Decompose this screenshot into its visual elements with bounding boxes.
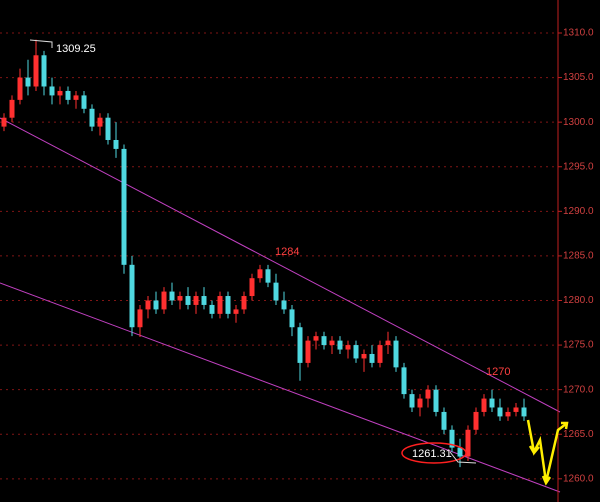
candle-body: [89, 108, 95, 127]
highlight-ellipse: [401, 442, 467, 464]
candle-body: [177, 296, 183, 301]
candle-body: [329, 340, 335, 346]
candle-body: [257, 269, 263, 279]
candle-body: [361, 353, 367, 359]
y-tick-label: 1300.0: [563, 117, 594, 128]
candle-body: [153, 300, 159, 310]
candle-body: [57, 90, 63, 96]
candle-body: [65, 90, 71, 100]
candle-body: [241, 296, 247, 310]
y-tick-label: 1260.0: [563, 473, 594, 484]
candle-body: [337, 340, 343, 350]
candle-body: [313, 336, 319, 341]
candle-body: [97, 117, 103, 127]
candle-body: [401, 367, 407, 395]
candle-body: [249, 278, 255, 297]
candle-body: [225, 296, 231, 314]
candle-body: [481, 398, 487, 412]
candle-body: [353, 345, 359, 359]
candle-body: [129, 264, 135, 328]
candle-body: [449, 429, 455, 448]
candle-body: [1, 117, 7, 127]
candle-body: [137, 309, 143, 328]
candle-body: [345, 345, 351, 350]
annotation-leader: [29, 39, 53, 48]
candle-body: [417, 398, 423, 408]
candle-body: [521, 407, 527, 417]
candles: [1, 39, 527, 468]
candle-body: [297, 327, 303, 363]
candle-body: [185, 296, 191, 305]
candle-body: [233, 309, 239, 314]
candle-body: [321, 336, 327, 346]
candle-body: [121, 148, 127, 265]
candle-body: [81, 95, 87, 109]
annotation: 1309.25: [56, 43, 96, 55]
y-tick-label: 1305.0: [563, 72, 594, 83]
annotation: 1284: [275, 246, 299, 258]
candle-body: [193, 296, 199, 305]
upper-trendline: [0, 117, 561, 413]
candle-body: [377, 345, 383, 363]
candle-body: [441, 411, 447, 430]
y-tick-label: 1290.0: [563, 206, 594, 217]
candle-body: [513, 407, 519, 412]
candle-body: [105, 117, 111, 140]
candle-body: [9, 99, 15, 118]
candle-body: [217, 296, 223, 314]
annotation: 1261.31: [412, 448, 452, 460]
candle-body: [161, 291, 167, 310]
forecast-arrows: [526, 419, 569, 486]
y-tick-label: 1275.0: [563, 340, 594, 351]
y-tick-label: 1270.0: [563, 384, 594, 395]
candle-body: [273, 282, 279, 301]
candle-body: [201, 296, 207, 305]
candle-body: [17, 77, 23, 100]
candle-body: [409, 394, 415, 408]
candle-body: [145, 300, 151, 310]
candle-body: [505, 411, 511, 417]
candle-body: [385, 340, 391, 346]
y-tick-label: 1310.0: [563, 28, 594, 39]
candle-body: [265, 269, 271, 283]
candle-body: [289, 309, 295, 328]
candle-body: [41, 55, 47, 87]
y-tick-label: 1280.0: [563, 295, 594, 306]
candle-body: [169, 291, 175, 301]
lower-trendline: [0, 282, 561, 493]
y-axis-labels: 1260.0 1265.0 1270.0 1275.0 1280.0 1285.0 1290…: [558, 28, 594, 484]
candle-body: [369, 353, 375, 363]
candle-body: [393, 340, 399, 368]
candle-body: [433, 389, 439, 412]
candle-body: [425, 389, 431, 399]
candle-body: [497, 407, 503, 417]
candle-body: [305, 340, 311, 363]
candle-body: [489, 398, 495, 408]
y-tick-label: 1295.0: [563, 161, 594, 172]
candle-body: [49, 86, 55, 96]
candle-body: [33, 55, 39, 87]
annotation: 1270: [486, 366, 510, 378]
annotation-leader: [449, 451, 477, 464]
candle-body: [73, 95, 79, 100]
candle-body: [113, 139, 119, 149]
candle-body: [209, 304, 215, 314]
candle-body: [457, 447, 463, 457]
candle-body: [473, 411, 479, 430]
candle-body: [281, 300, 287, 310]
candle-body: [25, 77, 31, 87]
y-tick-label: 1285.0: [563, 251, 594, 262]
y-tick-label: 1265.0: [563, 429, 594, 440]
candle-body: [465, 429, 471, 457]
